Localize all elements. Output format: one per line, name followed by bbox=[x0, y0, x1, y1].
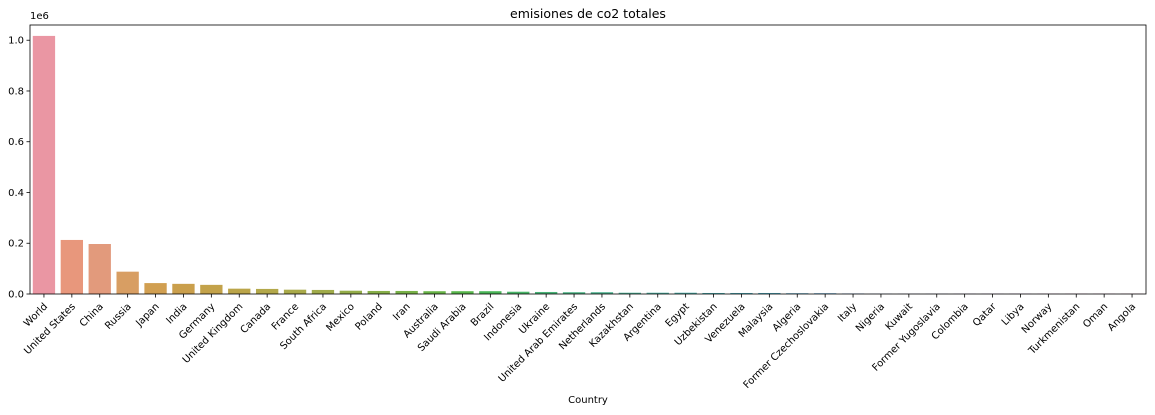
y-tick-label: 0.0 bbox=[8, 290, 24, 301]
y-tick-label: 0.2 bbox=[8, 239, 24, 250]
bar-japan bbox=[144, 283, 166, 294]
bar-united-states bbox=[61, 240, 83, 294]
bar-russia bbox=[116, 272, 138, 294]
x-tick-label: United States bbox=[22, 301, 78, 357]
x-tick-label: Nigeria bbox=[854, 301, 887, 334]
y-tick-label: 1.0 bbox=[8, 36, 24, 47]
x-tick-label: Canada bbox=[239, 301, 274, 336]
bar-france bbox=[284, 290, 306, 294]
bar-world bbox=[33, 36, 55, 294]
bar-iran bbox=[395, 291, 417, 294]
bar-south-africa bbox=[312, 290, 334, 294]
x-tick-label: Japan bbox=[133, 301, 161, 329]
x-tick-label: Libya bbox=[1000, 301, 1027, 328]
x-tick-label: China bbox=[78, 301, 106, 329]
bar-united-kingdom bbox=[228, 289, 250, 294]
y-tick-label: 0.4 bbox=[8, 188, 24, 199]
bar-china bbox=[89, 244, 111, 294]
bar-poland bbox=[368, 291, 390, 294]
x-tick-label: Poland bbox=[353, 301, 384, 332]
x-tick-label: India bbox=[164, 301, 189, 326]
x-tick-label: Iran bbox=[391, 301, 413, 323]
x-tick-label: Italy bbox=[836, 301, 859, 324]
bar-germany bbox=[200, 285, 222, 294]
x-tick-label: Russia bbox=[103, 301, 134, 332]
x-tick-label: Angola bbox=[1106, 301, 1138, 333]
bar-australia bbox=[423, 291, 445, 294]
chart-title: emisiones de co2 totales bbox=[510, 6, 666, 21]
x-tick-label: Mexico bbox=[324, 301, 356, 333]
x-axis-label: Country bbox=[568, 395, 608, 406]
plot-frame bbox=[30, 25, 1146, 294]
bar-saudi-arabia bbox=[451, 291, 473, 294]
x-tick-label: Turkmenistan bbox=[1026, 301, 1082, 357]
y-tick-label: 0.8 bbox=[8, 86, 24, 97]
bar-mexico bbox=[340, 291, 362, 294]
bar-canada bbox=[256, 289, 278, 294]
y-tick-label: 0.6 bbox=[8, 137, 24, 148]
x-tick-label: Qatar bbox=[971, 301, 999, 329]
bar-brazil bbox=[479, 291, 501, 294]
bar-india bbox=[172, 284, 194, 294]
y-scale-label: 1e6 bbox=[30, 11, 49, 22]
